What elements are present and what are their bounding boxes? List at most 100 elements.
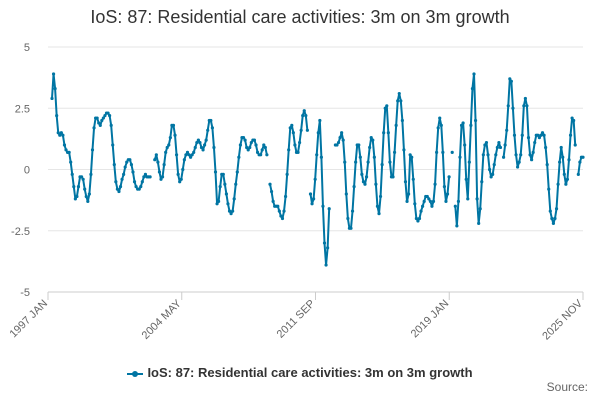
data-point[interactable]: [282, 209, 286, 213]
data-point[interactable]: [380, 163, 384, 167]
data-point[interactable]: [397, 91, 401, 96]
data-point[interactable]: [562, 172, 566, 176]
data-point[interactable]: [335, 143, 339, 147]
data-point[interactable]: [564, 182, 568, 186]
data-point[interactable]: [544, 145, 548, 150]
data-point[interactable]: [269, 189, 274, 194]
data-point[interactable]: [425, 194, 429, 199]
data-point[interactable]: [53, 87, 57, 91]
data-point[interactable]: [92, 126, 96, 130]
data-point[interactable]: [472, 72, 476, 76]
data-point[interactable]: [115, 187, 119, 191]
data-point[interactable]: [416, 219, 420, 223]
data-point[interactable]: [536, 133, 540, 137]
data-point[interactable]: [411, 177, 415, 181]
data-point[interactable]: [241, 136, 246, 140]
data-point[interactable]: [516, 165, 520, 169]
data-point[interactable]: [578, 160, 582, 164]
data-point[interactable]: [254, 143, 258, 147]
data-point[interactable]: [252, 138, 257, 142]
data-point[interactable]: [221, 172, 225, 176]
data-point[interactable]: [297, 140, 302, 145]
data-point[interactable]: [101, 116, 105, 120]
data-point[interactable]: [402, 148, 406, 152]
data-point[interactable]: [302, 109, 306, 113]
data-point[interactable]: [522, 104, 526, 108]
data-point[interactable]: [248, 145, 252, 150]
data-point[interactable]: [61, 133, 65, 137]
data-point[interactable]: [350, 209, 355, 213]
data-point[interactable]: [276, 204, 280, 208]
data-point[interactable]: [213, 170, 218, 174]
data-point[interactable]: [139, 185, 143, 189]
data-point[interactable]: [184, 153, 188, 157]
data-point[interactable]: [503, 143, 507, 147]
data-point[interactable]: [310, 202, 314, 206]
data-point[interactable]: [530, 158, 534, 162]
data-point[interactable]: [97, 121, 101, 125]
data-point[interactable]: [385, 104, 389, 108]
data-point[interactable]: [483, 143, 487, 147]
data-point[interactable]: [185, 150, 190, 154]
data-point[interactable]: [556, 182, 560, 186]
data-point[interactable]: [475, 197, 479, 201]
data-point[interactable]: [118, 185, 123, 189]
data-point[interactable]: [523, 96, 527, 101]
data-point[interactable]: [134, 185, 138, 189]
data-point[interactable]: [159, 177, 163, 181]
data-point[interactable]: [445, 192, 450, 196]
data-point[interactable]: [407, 192, 411, 196]
data-point[interactable]: [86, 199, 90, 203]
data-point[interactable]: [360, 172, 364, 176]
data-point[interactable]: [255, 150, 260, 154]
data-point[interactable]: [324, 263, 328, 267]
data-point[interactable]: [533, 140, 537, 145]
data-point[interactable]: [419, 209, 423, 213]
data-point[interactable]: [545, 163, 549, 167]
data-point[interactable]: [473, 118, 478, 123]
data-point[interactable]: [559, 145, 563, 150]
data-point[interactable]: [467, 160, 471, 164]
data-point[interactable]: [271, 199, 275, 203]
data-point[interactable]: [492, 163, 496, 167]
data-point[interactable]: [218, 185, 222, 189]
data-point[interactable]: [358, 155, 362, 159]
data-point[interactable]: [540, 131, 545, 135]
data-point[interactable]: [357, 143, 361, 147]
data-point[interactable]: [69, 160, 73, 164]
data-point[interactable]: [182, 158, 186, 162]
data-point[interactable]: [304, 114, 308, 118]
data-point[interactable]: [55, 114, 59, 118]
data-point[interactable]: [386, 131, 390, 135]
data-point[interactable]: [372, 155, 376, 159]
data-point[interactable]: [263, 145, 267, 150]
data-point[interactable]: [453, 204, 457, 208]
data-point[interactable]: [343, 160, 347, 164]
data-point[interactable]: [262, 143, 266, 147]
data-point[interactable]: [238, 143, 243, 147]
data-point[interactable]: [237, 155, 241, 159]
data-point[interactable]: [461, 121, 465, 125]
data-point[interactable]: [463, 143, 467, 147]
data-point[interactable]: [464, 177, 468, 181]
data-point[interactable]: [223, 182, 227, 186]
data-point[interactable]: [346, 216, 350, 221]
data-point[interactable]: [486, 153, 490, 157]
data-point[interactable]: [296, 150, 300, 154]
data-point[interactable]: [361, 180, 366, 184]
data-point[interactable]: [193, 145, 197, 150]
data-point[interactable]: [561, 155, 565, 159]
data-point[interactable]: [260, 148, 264, 152]
data-point[interactable]: [547, 187, 551, 191]
data-point[interactable]: [548, 209, 552, 213]
data-point[interactable]: [137, 187, 141, 191]
data-point[interactable]: [336, 140, 341, 145]
data-point[interactable]: [392, 150, 397, 154]
data-point[interactable]: [73, 197, 77, 201]
data-point[interactable]: [501, 155, 506, 159]
data-point[interactable]: [188, 155, 193, 159]
data-point[interactable]: [410, 155, 414, 159]
data-point[interactable]: [308, 192, 313, 196]
data-point[interactable]: [279, 214, 283, 218]
data-point[interactable]: [550, 216, 554, 221]
